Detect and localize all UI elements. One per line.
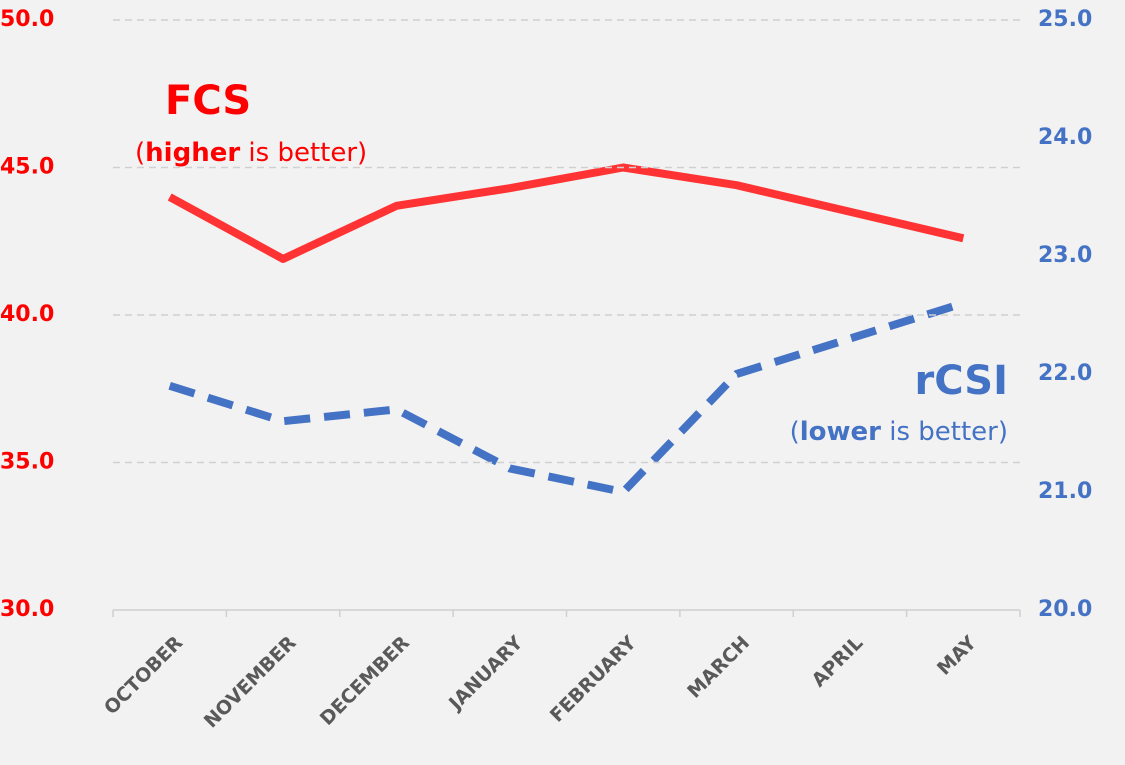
- note-bold: higher: [145, 138, 240, 168]
- y2-tick-label: 21.0: [1038, 479, 1092, 504]
- y2-tick-label: 23.0: [1038, 243, 1092, 268]
- note-suffix: is better): [881, 417, 1008, 447]
- y-tick-label: 40.0: [0, 302, 54, 327]
- note-bold: lower: [800, 417, 881, 447]
- note-prefix: (: [135, 138, 145, 168]
- y-tick-label: 50.0: [0, 7, 54, 32]
- rcsi-label: rCSI: [914, 358, 1008, 404]
- rcsi-note: (lower is better): [790, 417, 1008, 447]
- y-tick-label: 35.0: [0, 450, 54, 475]
- y2-tick-label: 24.0: [1038, 125, 1092, 150]
- y2-tick-label: 20.0: [1038, 597, 1092, 622]
- y-tick-label: 45.0: [0, 155, 54, 180]
- y-tick-label: 30.0: [0, 597, 54, 622]
- note-prefix: (: [790, 417, 800, 447]
- line-series: [167, 163, 965, 263]
- fcs-label: FCS: [165, 78, 251, 124]
- y2-tick-label: 22.0: [1038, 361, 1092, 386]
- line-series: [168, 299, 965, 496]
- y2-tick-label: 25.0: [1038, 7, 1092, 32]
- note-suffix: is better): [240, 138, 367, 168]
- fcs-note: (higher is better): [135, 138, 367, 168]
